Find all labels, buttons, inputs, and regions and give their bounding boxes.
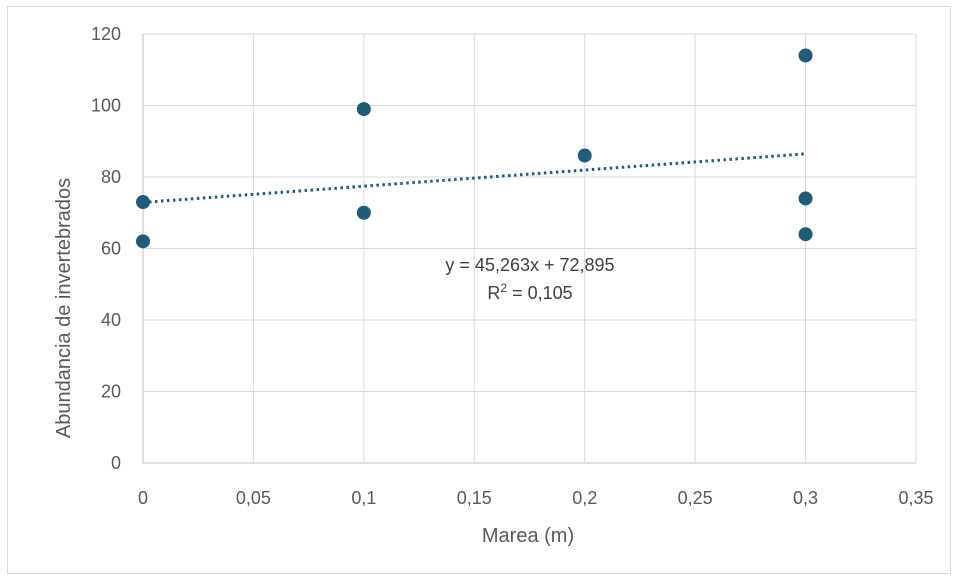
r2-superscript: 2	[500, 281, 507, 295]
r-squared-label: R2 = 0,105	[487, 281, 572, 303]
trendline-equation: y = 45,263x + 72,895	[445, 255, 614, 275]
y-axis-title: Abundancia de invertebrados	[53, 178, 75, 438]
x-tick-label: 0,1	[351, 488, 376, 508]
data-point	[577, 148, 592, 163]
r2-value: = 0,105	[507, 283, 573, 303]
data-point	[798, 227, 813, 242]
y-tick-label: 40	[101, 310, 121, 330]
y-tick-label: 0	[111, 453, 121, 473]
grid	[142, 33, 917, 464]
data-point	[356, 205, 371, 220]
y-tick-label: 100	[91, 96, 121, 116]
data-point	[136, 195, 150, 210]
y-tick-label: 80	[101, 167, 121, 187]
y-tick-label: 20	[101, 382, 121, 402]
data-point	[356, 102, 371, 117]
data-point	[798, 191, 813, 206]
x-tick-label: 0,35	[898, 488, 933, 508]
x-axis-title: Marea (m)	[482, 525, 574, 547]
data-points	[136, 48, 813, 249]
trendline-layer	[142, 152, 806, 204]
x-tick-label: 0,2	[572, 488, 597, 508]
x-tick-labels: 0 0,05 0,1 0,15 0,2 0,25 0,3 0,35	[138, 488, 934, 508]
y-tick-label: 60	[101, 239, 121, 259]
r2-prefix: R	[487, 283, 500, 303]
trendline	[142, 152, 806, 204]
x-tick-label: 0,05	[236, 488, 271, 508]
x-tick-label: 0,15	[457, 488, 492, 508]
x-tick-label: 0,25	[678, 488, 713, 508]
y-tick-labels: 0 20 40 60 80 100 120	[91, 24, 121, 473]
y-tick-label: 120	[91, 24, 121, 44]
x-tick-label: 0	[138, 488, 148, 508]
chart-frame	[7, 6, 951, 574]
data-point	[798, 48, 813, 63]
data-point	[136, 234, 150, 249]
x-tick-label: 0,3	[793, 488, 818, 508]
